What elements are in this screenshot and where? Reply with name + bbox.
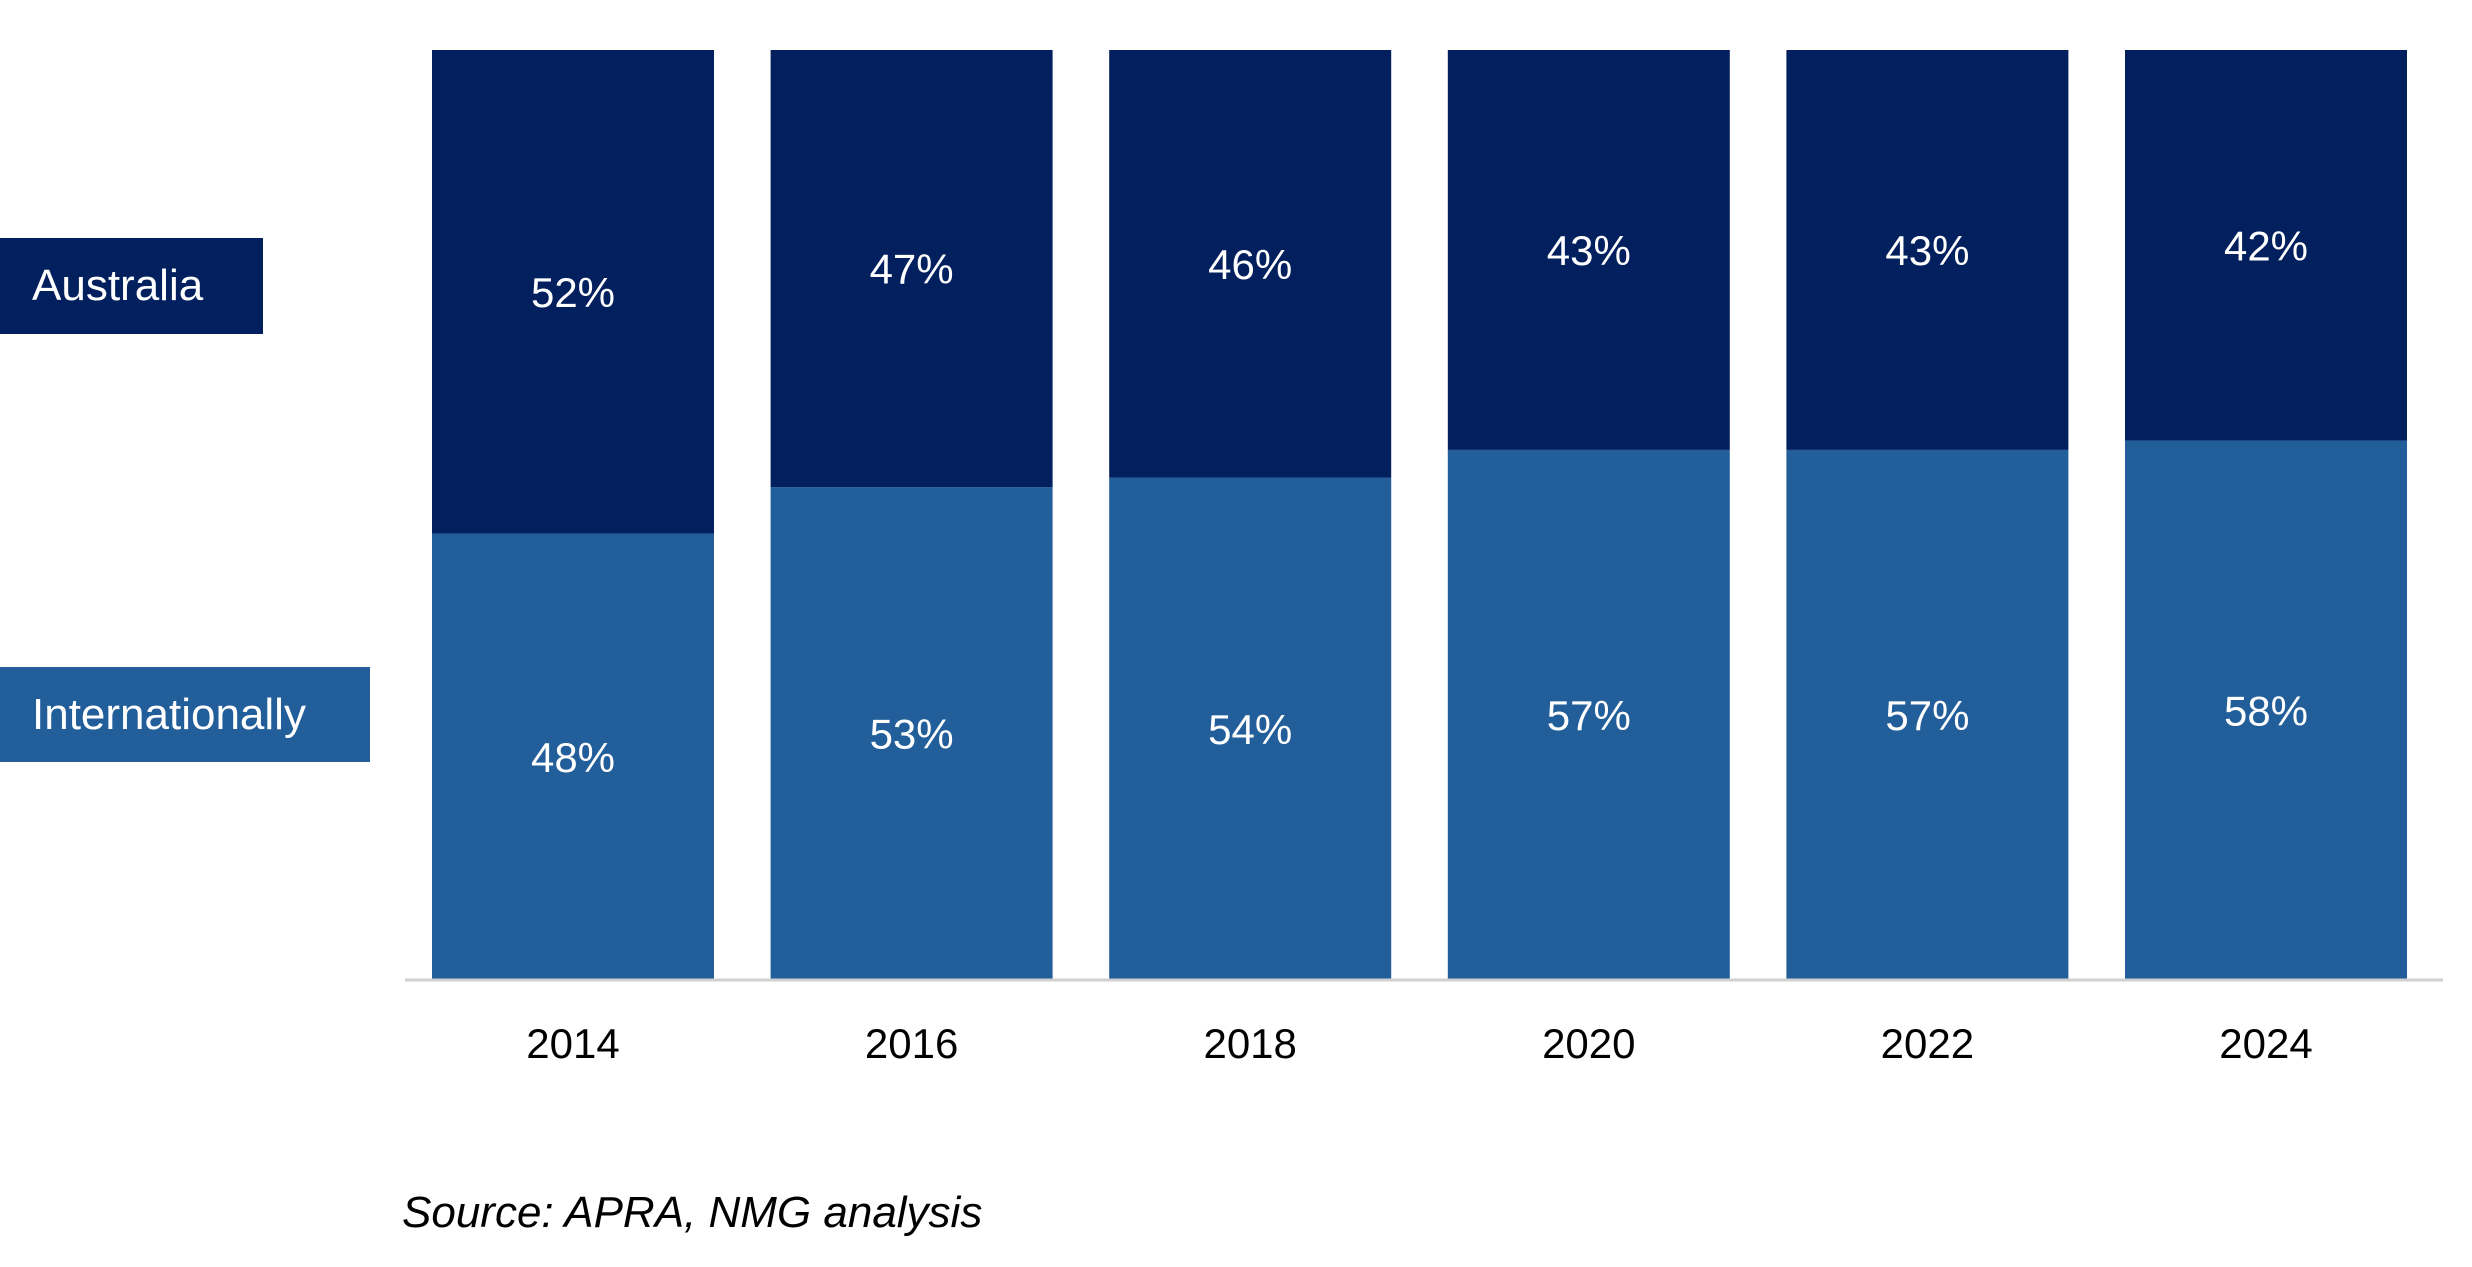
x-tick-label-2016: 2016	[865, 1020, 958, 1067]
source-note: Source: APRA, NMG analysis	[402, 1188, 983, 1237]
legend-australia: Australia	[0, 238, 263, 334]
data-label-internationally-2016: 53%	[870, 711, 954, 758]
bar-australia-2014	[432, 50, 714, 534]
data-label-internationally-2014: 48%	[531, 734, 615, 781]
bar-australia-2022	[1786, 50, 2069, 450]
x-tick-labels: 2014 2016 2018 2020 2022 2024	[526, 1020, 2312, 1067]
data-label-internationally-2024: 58%	[2224, 687, 2308, 734]
x-tick-label-2020: 2020	[1542, 1020, 1635, 1067]
bar-internationally-2022	[1786, 449, 2069, 980]
data-label-australia-2022: 43%	[1885, 227, 1969, 274]
data-label-australia-2024: 42%	[2224, 222, 2308, 269]
legend-australia-label: Australia	[32, 261, 204, 310]
bar-internationally-2014	[432, 533, 714, 980]
bar-internationally-2016	[770, 487, 1053, 980]
bar-internationally-2024	[2125, 440, 2407, 981]
data-label-australia-2014: 52%	[531, 269, 615, 316]
data-label-australia-2016: 47%	[870, 246, 954, 293]
data-label-internationally-2018: 54%	[1208, 706, 1292, 753]
bar-australia-2016	[770, 50, 1053, 488]
bar-australia-2024	[2125, 50, 2407, 441]
bar-internationally-2020	[1447, 449, 1730, 980]
legend-internationally-label: Internationally	[32, 689, 306, 739]
bar-australia-2020	[1447, 50, 1730, 450]
x-tick-label-2022: 2022	[1881, 1020, 1974, 1067]
bars-group: 48% 52% 53% 47% 54% 46% 57% 43% 57% 43% 58% 42%	[432, 50, 2407, 981]
data-label-australia-2020: 43%	[1547, 227, 1631, 274]
bar-internationally-2018	[1109, 477, 1392, 980]
data-label-internationally-2020: 57%	[1547, 692, 1631, 739]
bar-australia-2018	[1109, 50, 1392, 478]
x-tick-label-2014: 2014	[526, 1020, 619, 1067]
data-label-australia-2018: 46%	[1208, 241, 1292, 288]
x-tick-label-2024: 2024	[2219, 1020, 2312, 1067]
data-label-internationally-2022: 57%	[1885, 692, 1969, 739]
legend-internationally: Internationally	[0, 667, 370, 762]
x-tick-label-2018: 2018	[1203, 1020, 1296, 1067]
